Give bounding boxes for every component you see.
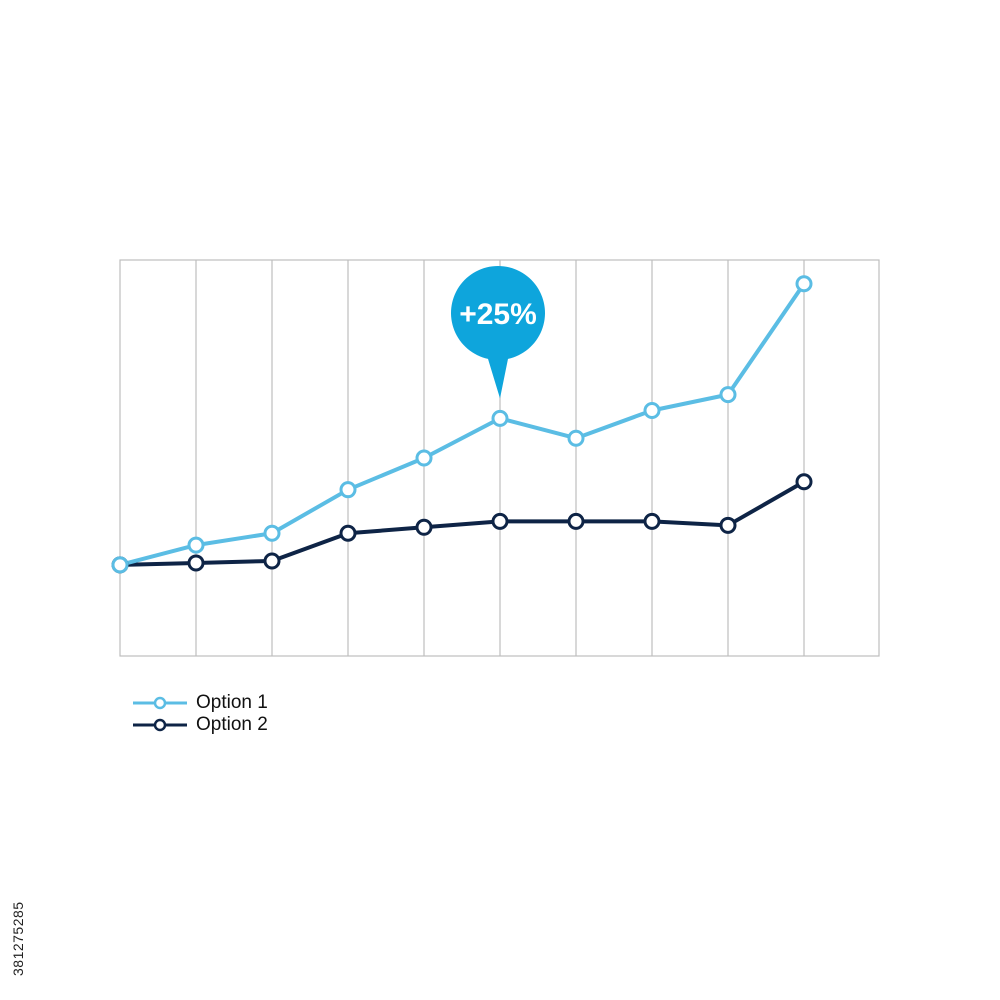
point-option-1	[491, 409, 509, 427]
point-option-2	[643, 512, 661, 530]
point-option-1	[111, 556, 129, 574]
legend-item-option-2: Option 2	[132, 714, 268, 736]
legend-label-option-1: Option 1	[196, 692, 268, 713]
point-option-1	[719, 386, 737, 404]
point-option-1	[187, 536, 205, 554]
point-option-2	[187, 554, 205, 572]
point-option-2	[719, 516, 737, 534]
annotation-callout: +25%	[451, 266, 545, 399]
legend-marker-option-2	[133, 718, 187, 732]
point-option-2	[339, 524, 357, 542]
point-option-2	[415, 518, 433, 536]
point-option-1	[795, 275, 813, 293]
point-option-1	[339, 481, 357, 499]
callout-label: +25%	[459, 298, 537, 331]
point-option-1	[415, 449, 433, 467]
series-line-option-1	[119, 282, 806, 567]
point-option-1	[263, 524, 281, 542]
point-option-2	[795, 473, 813, 491]
point-option-1	[567, 429, 585, 447]
point-option-1	[643, 401, 661, 419]
point-option-2	[491, 512, 509, 530]
chart-series	[111, 275, 813, 574]
legend-label-option-2: Option 2	[196, 714, 268, 735]
chart-legend: Option 1 Option 2	[132, 692, 268, 736]
point-option-2	[263, 552, 281, 570]
legend-marker-option-1	[133, 696, 187, 710]
callout-bubble	[451, 266, 545, 399]
series-line-option-2	[119, 480, 805, 567]
point-option-2	[567, 512, 585, 530]
image-id-text: 381275285	[10, 901, 26, 976]
legend-item-option-1: Option 1	[132, 692, 268, 714]
